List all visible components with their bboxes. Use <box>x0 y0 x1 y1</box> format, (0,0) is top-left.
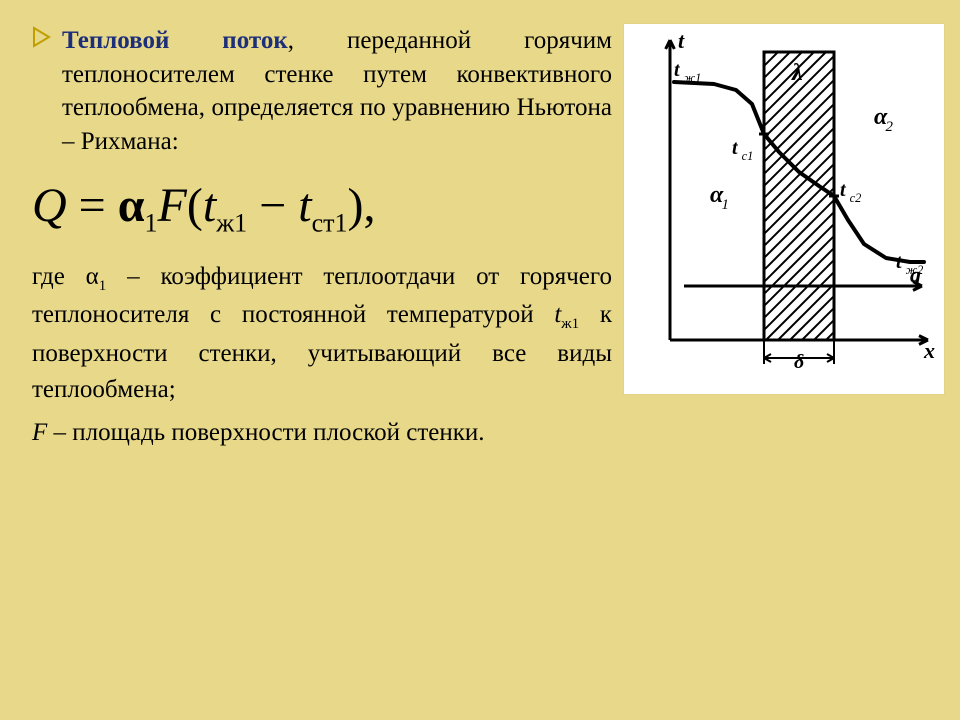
p3-rest: – площадь поверхности плоской стенки. <box>47 419 484 446</box>
p2-b: – коэффициент теплоотдачи от горячего те… <box>32 263 612 329</box>
heading-strong: Тепловой поток <box>62 27 288 54</box>
slide: Тепловой поток, переданной горячим тепло… <box>0 0 960 720</box>
triangle-bullet-icon <box>32 26 52 48</box>
svg-text:t: t <box>678 28 685 53</box>
svg-text:2: 2 <box>886 119 894 135</box>
bullet-paragraph: Тепловой поток, переданной горячим тепло… <box>32 24 612 158</box>
formula-alpha: α <box>118 179 145 232</box>
formula-close: ), <box>348 179 376 232</box>
svg-text:δ: δ <box>794 351 804 373</box>
formula-Q: Q <box>32 179 67 232</box>
svg-text:ж1: ж1 <box>684 71 702 85</box>
formula-t1-sub: ж1 <box>216 209 247 238</box>
p2-t-sub: ж1 <box>561 316 579 332</box>
formula-t2-sub: ст1 <box>312 209 348 238</box>
p3-F: F <box>32 419 47 446</box>
formula-t2: t <box>298 179 311 232</box>
heat-transfer-diagram: txtж1tc1tc2tж2α1α2λδq <box>624 24 944 394</box>
formula-F: F <box>158 179 187 232</box>
diagram-column: txtж1tc1tc2tж2α1α2λδq <box>624 24 944 696</box>
diagram-frame: txtж1tc1tc2tж2α1α2λδq <box>624 24 944 394</box>
F-definition: F – площадь поверхности плоской стенки. <box>32 415 612 451</box>
svg-text:1: 1 <box>722 197 729 213</box>
formula-open: ( <box>187 179 203 232</box>
formula-alpha-sub: 1 <box>145 209 158 238</box>
svg-text:c2: c2 <box>850 191 862 205</box>
intro-paragraph: Тепловой поток, переданной горячим тепло… <box>62 24 612 158</box>
svg-text:c1: c1 <box>742 149 754 163</box>
svg-text:λ: λ <box>791 60 803 86</box>
text-column: Тепловой поток, переданной горячим тепло… <box>32 24 612 696</box>
formula: Q = α1F(tж1 − tст1), <box>32 178 612 239</box>
alpha-definition: где α1 – коэффициент теплоотдачи от горя… <box>32 259 612 409</box>
p2-a: где α <box>32 263 99 290</box>
svg-text:q: q <box>910 262 921 287</box>
svg-text:x: x <box>923 338 935 363</box>
formula-minus: − <box>247 179 298 232</box>
formula-t1: t <box>203 179 216 232</box>
formula-eq: = <box>67 179 118 232</box>
